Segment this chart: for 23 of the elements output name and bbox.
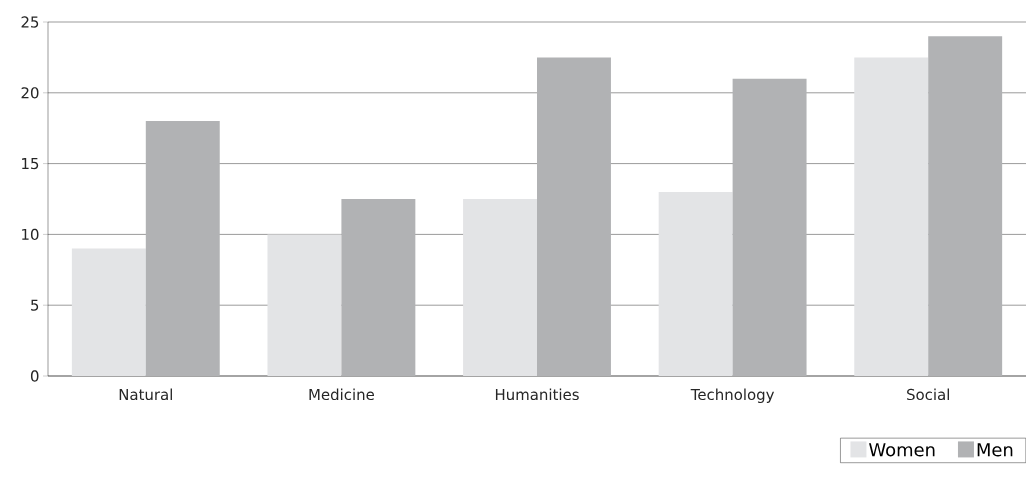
y-tick-label: 15 [22, 158, 39, 170]
y-tick-label: 5 [31, 299, 39, 311]
x-tick-label: Natural [119, 388, 172, 401]
x-tick-label: Medicine [309, 388, 374, 401]
y-tick-label: 0 [30, 370, 39, 382]
legend-label: Women [869, 443, 935, 457]
bar [267, 234, 342, 376]
bar [341, 199, 416, 376]
y-tick-label: 20 [21, 87, 39, 99]
x-tick-label: Social [907, 388, 949, 401]
bar [732, 78, 807, 376]
bar [854, 57, 929, 376]
bar [145, 121, 220, 376]
x-tick-label: Technology [690, 388, 775, 403]
y-tick-label: 25 [21, 16, 39, 28]
y-tick-label: 10 [22, 228, 39, 241]
bar [463, 199, 538, 376]
bar [928, 36, 1003, 376]
bar [71, 248, 146, 376]
x-tick-label: Humanities [495, 388, 579, 401]
legend-label: Men [977, 443, 1013, 457]
bar [537, 57, 611, 376]
bar [658, 191, 733, 376]
